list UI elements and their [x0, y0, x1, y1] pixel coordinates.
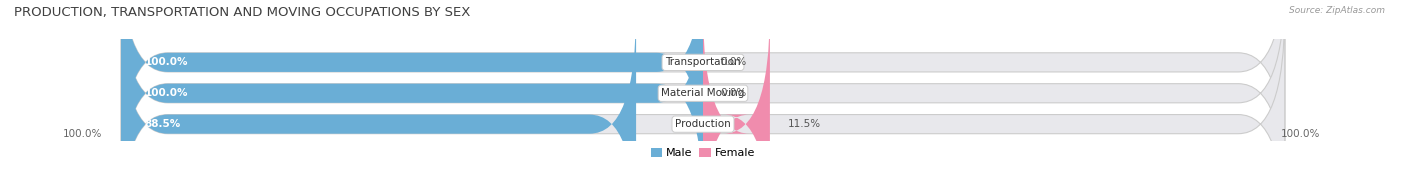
FancyBboxPatch shape: [121, 0, 703, 176]
Text: Transportation: Transportation: [665, 57, 741, 67]
Text: 100.0%: 100.0%: [145, 57, 188, 67]
FancyBboxPatch shape: [121, 0, 1285, 196]
Legend: Male, Female: Male, Female: [651, 148, 755, 158]
Text: 100.0%: 100.0%: [1281, 129, 1320, 139]
Text: 88.5%: 88.5%: [145, 119, 181, 129]
FancyBboxPatch shape: [121, 10, 636, 196]
FancyBboxPatch shape: [121, 0, 703, 196]
Text: 11.5%: 11.5%: [787, 119, 821, 129]
Text: Material Moving: Material Moving: [661, 88, 745, 98]
Text: 0.0%: 0.0%: [720, 57, 747, 67]
Text: PRODUCTION, TRANSPORTATION AND MOVING OCCUPATIONS BY SEX: PRODUCTION, TRANSPORTATION AND MOVING OC…: [14, 6, 471, 19]
Text: Source: ZipAtlas.com: Source: ZipAtlas.com: [1289, 6, 1385, 15]
Text: 100.0%: 100.0%: [63, 129, 103, 139]
FancyBboxPatch shape: [121, 0, 1285, 176]
Text: 0.0%: 0.0%: [720, 88, 747, 98]
FancyBboxPatch shape: [703, 10, 770, 196]
Text: Production: Production: [675, 119, 731, 129]
FancyBboxPatch shape: [121, 10, 1285, 196]
Text: 100.0%: 100.0%: [145, 88, 188, 98]
